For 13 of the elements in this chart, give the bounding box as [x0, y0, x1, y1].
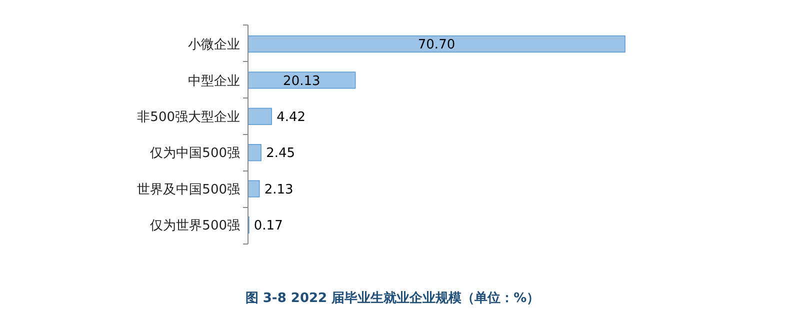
y-tick-label: 仅为中国500强	[150, 146, 240, 162]
y-tick-label: 仅为世界500强	[150, 218, 240, 234]
data-label: 2.13	[264, 182, 294, 198]
y-tick-label: 小微企业	[188, 38, 240, 53]
data-label: 20.13	[283, 74, 320, 89]
data-label: 4.42	[276, 110, 306, 125]
data-label: 0.17	[254, 218, 283, 234]
y-tick-label: 中型企业	[188, 74, 240, 89]
data-label: 70.70	[418, 38, 456, 53]
y-tick-label: 非500强大型企业	[137, 110, 240, 125]
y-tick-label: 世界及中国500强	[137, 182, 240, 198]
data-label: 2.45	[266, 146, 296, 162]
text: 图 3-8 2022 届毕业生就业企业规模（单位：%）	[245, 290, 540, 306]
